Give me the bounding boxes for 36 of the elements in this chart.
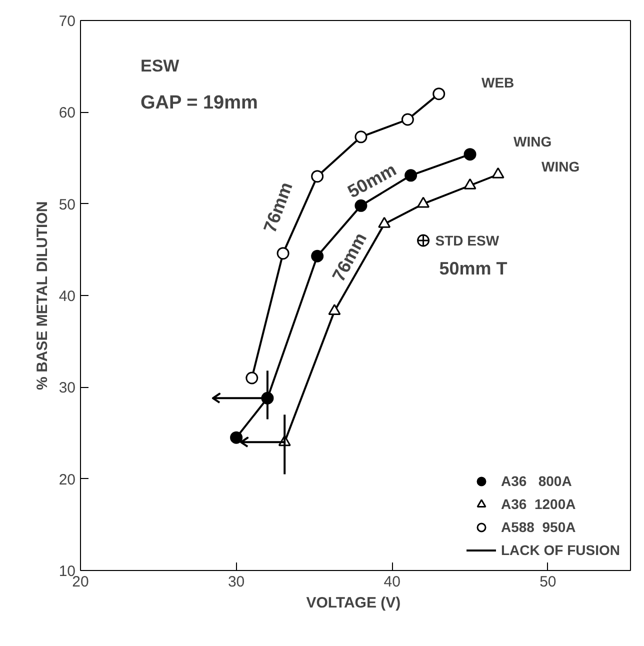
y-axis-title: % BASE METAL DILUTION <box>34 201 51 390</box>
y-tick-label: 20 <box>58 471 76 488</box>
annotation: WING <box>514 134 552 150</box>
legend-label: A36 800A <box>501 473 572 489</box>
y-tick-label: 30 <box>58 380 76 397</box>
x-axis-title: VOLTAGE (V) <box>306 594 401 612</box>
point <box>230 431 243 444</box>
y-tick-label: 50 <box>58 196 76 214</box>
point <box>464 148 476 161</box>
point <box>432 88 446 100</box>
annotation: STD ESW <box>435 232 500 248</box>
x-tick-label: 40 <box>384 574 400 590</box>
x-tick-label: 30 <box>228 574 245 590</box>
annotation: ESW <box>140 56 180 76</box>
point <box>311 250 324 262</box>
annotation: WING <box>542 158 580 174</box>
point <box>246 372 258 384</box>
annotation: LACK OF FUSION <box>501 542 620 558</box>
y-tick-label: 70 <box>58 13 76 30</box>
point <box>354 130 368 144</box>
legend-label: A588 950A <box>501 519 576 535</box>
point <box>404 169 418 182</box>
point <box>311 170 324 183</box>
annotation: 50mm <box>344 159 400 202</box>
x-tick-label: 50 <box>540 574 556 590</box>
y-tick-label: 60 <box>58 104 76 122</box>
point <box>354 199 368 212</box>
y-tick-label: 40 <box>58 288 76 305</box>
annotation: 76mm <box>260 179 296 236</box>
point <box>276 247 290 260</box>
point <box>401 113 414 126</box>
annotation: GAP = 19mm <box>140 92 258 114</box>
annotation: WEB <box>482 74 514 90</box>
annotation: 50mm T <box>439 258 508 278</box>
point <box>328 304 341 316</box>
legend-label: A36 1200A <box>501 496 576 512</box>
